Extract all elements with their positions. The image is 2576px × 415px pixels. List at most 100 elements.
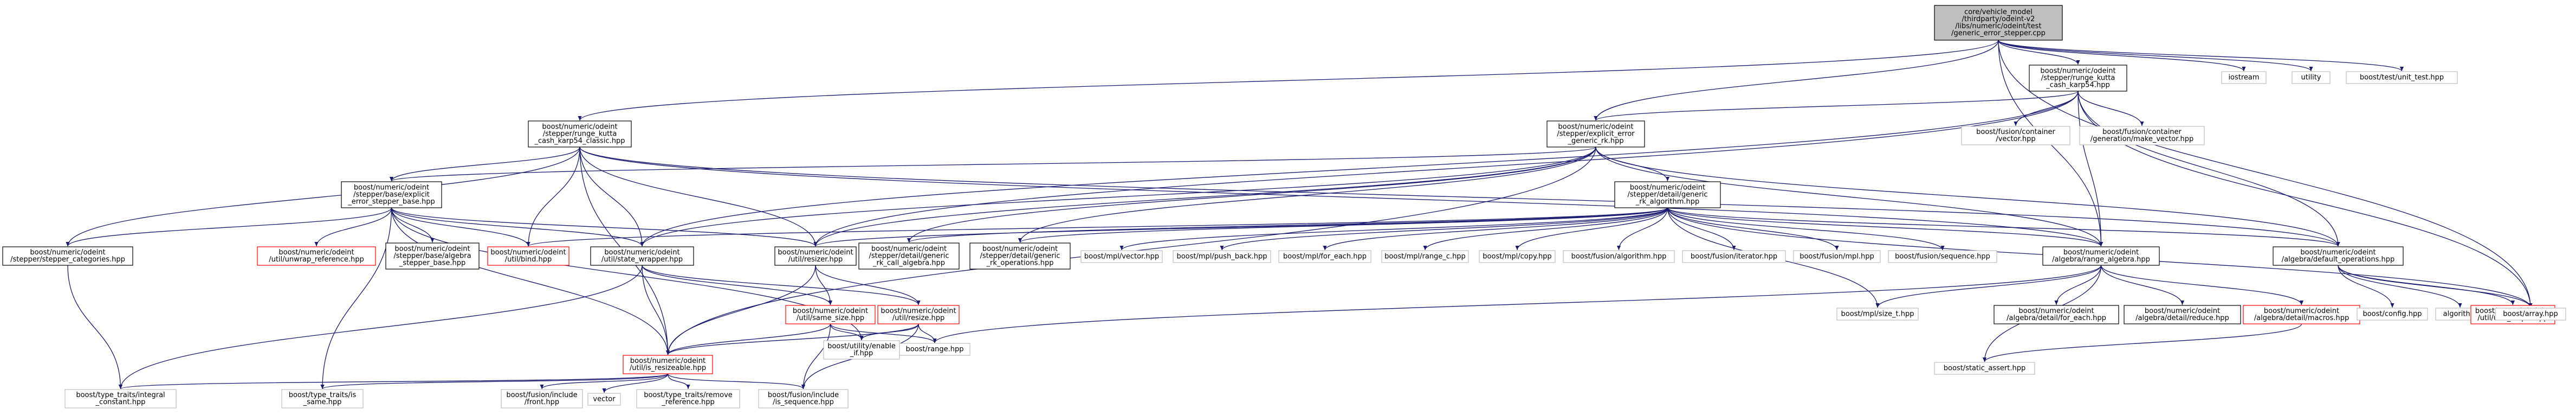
node-box xyxy=(1278,250,1371,263)
node-label-line: boost/mpl/push_back.hpp xyxy=(1176,253,1267,261)
edge-rk_cash_karp54-to-explicit_error_rk xyxy=(1594,91,2079,121)
node-label-line: /stepper/runge_kutta xyxy=(543,130,617,138)
edge-rk_cash_karp54_classic-to-resizer xyxy=(579,146,818,247)
node-remove_reference[interactable]: boost/type_traits/remove_reference.hpp xyxy=(636,389,740,408)
node-util_resize[interactable]: boost/numeric/odeint/util/resize.hpp xyxy=(877,305,960,324)
node-label-line: /generic_error_stepper.cpp xyxy=(1951,29,2046,37)
node-resizer[interactable]: boost/numeric/odeint/util/resizer.hpp xyxy=(774,246,857,266)
node-mpl_vector[interactable]: boost/mpl/vector.hpp xyxy=(1080,250,1163,263)
node-label-line: /stepper/stepper_categories.hpp xyxy=(10,256,125,264)
node-label-line: boost/test/unit_test.hpp xyxy=(2360,74,2444,82)
node-fusion_make_vector[interactable]: boost/fusion/container/generation/make_v… xyxy=(2079,126,2205,145)
edge-detail_macros-to-static_assert xyxy=(1982,323,2302,362)
edge-root-to-explicit_error_rk xyxy=(1594,40,1999,121)
node-rk_cash_karp54[interactable]: boost/numeric/odeint/stepper/runge_kutta… xyxy=(2029,65,2127,92)
node-fusion_front[interactable]: boost/fusion/include/front.hpp xyxy=(501,389,583,408)
node-default_operations[interactable]: boost/numeric/odeint/algebra/default_ope… xyxy=(2273,246,2404,266)
node-unwrap_reference[interactable]: boost/numeric/odeint/util/unwrap_referen… xyxy=(257,246,376,266)
node-label-line: /thirdparty/odeint-v2 xyxy=(1962,15,2035,23)
edge-rk_cash_karp54_classic-to-stepper_categories xyxy=(66,146,580,247)
edge-is_resizeable-to-is_same xyxy=(320,373,669,390)
node-mpl_for_each[interactable]: boost/mpl/for_each.hpp xyxy=(1278,250,1371,263)
node-iostream[interactable]: iostream xyxy=(2221,71,2267,84)
node-detail_macros[interactable]: boost/numeric/odeint/algebra/detail/macr… xyxy=(2243,305,2360,324)
node-generic_rk_algorithm[interactable]: boost/numeric/odeint/stepper/detail/gene… xyxy=(1614,181,1721,208)
node-vector_std[interactable]: vector xyxy=(587,393,621,406)
node-generic_rk_call_algebra[interactable]: boost/numeric/odeint/stepper/detail/gene… xyxy=(858,242,960,270)
node-box xyxy=(2124,305,2241,324)
node-static_assert[interactable]: boost/static_assert.hpp xyxy=(1934,362,2035,375)
node-unit_test[interactable]: boost/test/unit_test.hpp xyxy=(2346,71,2458,84)
node-box xyxy=(2079,126,2205,145)
edge-generic_rk_algorithm-to-mpl_for_each xyxy=(1323,207,1668,251)
node-base_algebra_stepper[interactable]: boost/numeric/odeint/stepper/base/algebr… xyxy=(385,242,480,270)
node-root[interactable]: core/vehicle_model/thirdparty/odeint-v2/… xyxy=(1934,5,2063,41)
node-box xyxy=(858,242,960,270)
node-label-line: /algebra/default_operations.hpp xyxy=(2282,256,2394,264)
node-range_hpp[interactable]: boost/range.hpp xyxy=(899,343,970,356)
node-label-line: boost/fusion/sequence.hpp xyxy=(1895,253,1990,261)
edge-range_algebra-to-range_hpp xyxy=(933,265,2102,343)
node-label-line: boost/fusion/iterator.hpp xyxy=(1691,253,1777,261)
node-fusion_iterator[interactable]: boost/fusion/iterator.hpp xyxy=(1682,250,1786,263)
node-mpl_copy[interactable]: boost/mpl/copy.hpp xyxy=(1479,250,1556,263)
node-mpl_push_back[interactable]: boost/mpl/push_back.hpp xyxy=(1173,250,1271,263)
edge-explicit_error_stepper_base-to-util_bind xyxy=(391,207,530,247)
node-label-line: /util/is_resizeable.hpp xyxy=(630,364,706,372)
node-integral_constant[interactable]: boost/type_traits/integral_constant.hpp xyxy=(64,389,177,408)
node-generic_rk_operations[interactable]: boost/numeric/odeint/stepper/detail/gene… xyxy=(969,242,1071,270)
node-enable_if[interactable]: boost/utility/enable_if.hpp xyxy=(823,340,900,360)
node-label-line: boost/numeric/odeint xyxy=(2018,307,2094,315)
node-box xyxy=(385,242,480,270)
node-label-line: _stepper_base.hpp xyxy=(399,259,466,267)
node-label-line: /libs/numeric/odeint/test xyxy=(1955,22,2041,30)
node-explicit_error_stepper_base[interactable]: boost/numeric/odeint/stepper/base/explic… xyxy=(341,181,442,208)
node-fusion_algorithm[interactable]: boost/fusion/algorithm.hpp xyxy=(1563,250,1675,263)
node-label-line: vector xyxy=(593,395,616,404)
node-stepper_categories[interactable]: boost/numeric/odeint/stepper/stepper_cat… xyxy=(2,246,133,266)
node-box xyxy=(501,389,583,408)
node-label-line: /stepper/base/explicit xyxy=(353,191,430,199)
node-state_wrapper[interactable]: boost/numeric/odeint/util/state_wrapper.… xyxy=(590,246,694,266)
node-mpl_range_c[interactable]: boost/mpl/range_c.hpp xyxy=(1381,250,1469,263)
edge-root-to-unit_test xyxy=(1998,40,2404,72)
node-label-line: core/vehicle_model xyxy=(1964,8,2033,16)
node-is_sequence[interactable]: boost/fusion/include/is_sequence.hpp xyxy=(758,389,849,408)
node-label-line: boost/numeric/odeint xyxy=(2063,248,2139,257)
node-is_same[interactable]: boost/type_traits/is_same.hpp xyxy=(281,389,364,408)
edge-is_resizeable-to-fusion_front xyxy=(540,373,669,390)
node-fusion_sequence[interactable]: boost/fusion/sequence.hpp xyxy=(1888,250,1997,263)
node-fusion_mpl[interactable]: boost/fusion/mpl.hpp xyxy=(1793,250,1881,263)
edge-same_size-to-is_resizeable xyxy=(665,323,831,355)
node-label-line: /stepper/detail/generic xyxy=(1628,191,1708,199)
node-same_size[interactable]: boost/numeric/odeint/util/same_size.hpp xyxy=(785,305,876,324)
edge-explicit_error_rk-to-state_wrapper xyxy=(640,146,1596,247)
node-config[interactable]: boost/config.hpp xyxy=(2357,308,2428,321)
node-label-line: boost/numeric/odeint xyxy=(630,357,706,365)
node-mpl_size_t[interactable]: boost/mpl/size_t.hpp xyxy=(1836,308,1919,321)
edge-generic_rk_algorithm-to-mpl_range_c xyxy=(1423,207,1668,251)
node-explicit_error_rk[interactable]: boost/numeric/odeint/stepper/explicit_er… xyxy=(1546,120,1645,148)
node-label-line: boost/fusion/mpl.hpp xyxy=(1800,253,1874,261)
edge-default_operations-to-config xyxy=(2338,265,2394,308)
node-label-line: boost/numeric/odeint xyxy=(881,307,956,315)
node-detail_reduce[interactable]: boost/numeric/odeint/algebra/detail/redu… xyxy=(2124,305,2241,324)
node-box xyxy=(758,389,849,408)
node-label-line: boost/numeric/odeint xyxy=(354,184,429,192)
edge-generic_rk_algorithm-to-mpl_vector xyxy=(1119,207,1668,251)
node-rk_cash_karp54_classic[interactable]: boost/numeric/odeint/stepper/runge_kutta… xyxy=(528,120,632,148)
node-label-line: /util/unwrap_reference.hpp xyxy=(269,256,364,264)
node-util_bind[interactable]: boost/numeric/odeint/util/bind.hpp xyxy=(487,246,569,266)
node-detail_for_each[interactable]: boost/numeric/odeint/algebra/detail/for_… xyxy=(1994,305,2119,324)
node-box xyxy=(2029,65,2127,92)
edge-rk_cash_karp54_classic-to-default_operations xyxy=(579,146,2340,247)
node-fusion_vector[interactable]: boost/fusion/container/vector.hpp xyxy=(1961,126,2070,145)
node-label-line: boost/numeric/odeint xyxy=(30,248,105,257)
node-is_resizeable[interactable]: boost/numeric/odeint/util/is_resizeable.… xyxy=(623,355,713,374)
node-label-line: /util/state_wrapper.hpp xyxy=(601,256,683,264)
edge-default_operations-to-algorithm xyxy=(2338,265,2462,308)
node-range_algebra[interactable]: boost/numeric/odeint/algebra/range_algeb… xyxy=(2042,246,2160,266)
node-utility[interactable]: utility xyxy=(2292,71,2331,84)
node-boost_array[interactable]: boost/array.hpp xyxy=(2495,308,2566,321)
